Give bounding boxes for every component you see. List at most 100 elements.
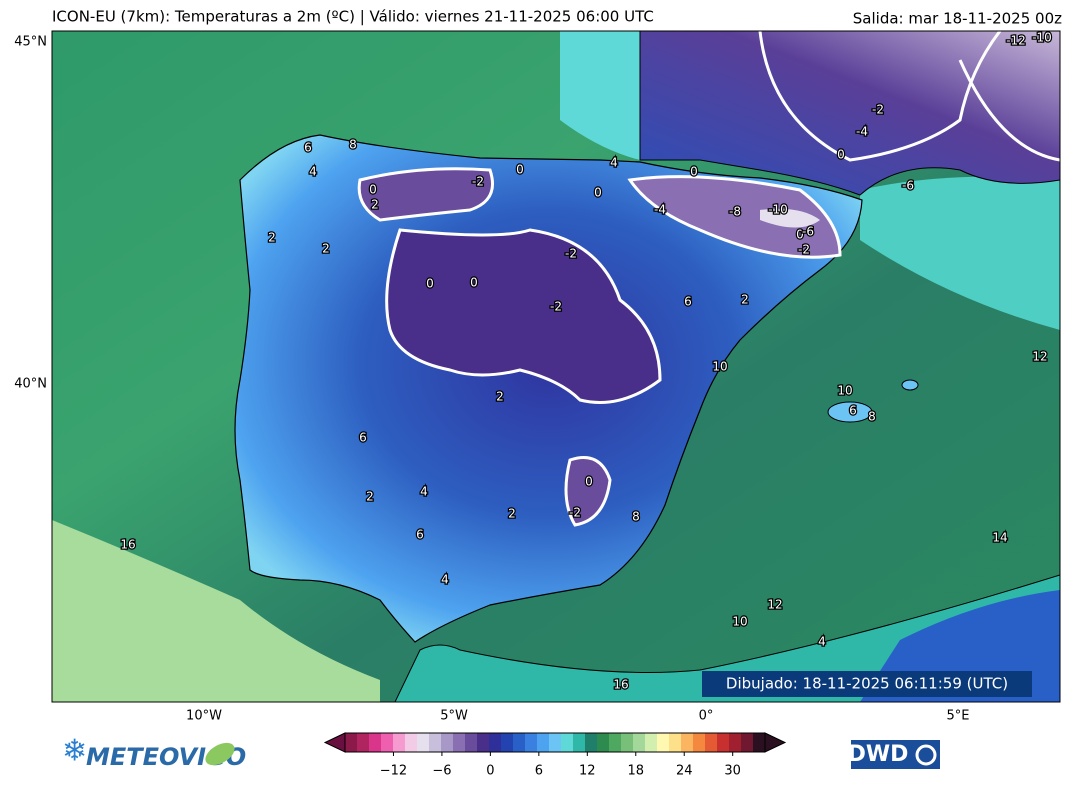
colorbar-segment xyxy=(345,733,358,752)
contour-label: 2 xyxy=(496,390,504,404)
colorbar-segment xyxy=(621,733,634,752)
contour-label: -2 xyxy=(565,247,577,261)
contour-label: -4 xyxy=(856,125,868,139)
pyrenees-cold xyxy=(630,176,840,258)
map-frame xyxy=(51,30,1061,703)
contour-label: -2 xyxy=(550,300,562,314)
contour-label: -6 xyxy=(902,179,914,193)
pyrenees-peak xyxy=(760,208,820,228)
colorbar-segment xyxy=(645,733,658,752)
contour-label: -12 xyxy=(1006,34,1026,48)
contour-label: 8 xyxy=(632,510,640,524)
colorbar-tick-label: 6 xyxy=(535,764,543,779)
colorbar-segment xyxy=(357,733,370,752)
lon-label: 5°E xyxy=(947,709,970,724)
mallorca xyxy=(827,401,873,423)
colorbar-segment xyxy=(741,733,754,752)
colorbar-segment xyxy=(693,733,706,752)
colorbar-segment xyxy=(501,733,514,752)
lat-label: 45°N xyxy=(14,35,47,50)
contour-label: 8 xyxy=(868,410,876,424)
dwd-swirl xyxy=(915,744,937,766)
contour-label: -8 xyxy=(729,205,741,219)
contour-label: -2 xyxy=(472,175,484,189)
contour-label: 0 xyxy=(690,165,698,179)
colorbar-segment xyxy=(597,733,610,752)
contour-label: 6 xyxy=(304,141,312,155)
contour-label: 14 xyxy=(992,531,1007,545)
colorbar-tick-label: 30 xyxy=(724,764,741,779)
colorbar-segment xyxy=(753,733,766,752)
contour-label: 2 xyxy=(508,507,516,521)
contour-label: -2 xyxy=(569,506,581,520)
contour-label: 0 xyxy=(796,228,804,242)
colorbar-tick-label: 18 xyxy=(627,764,644,779)
colorbar-segment xyxy=(573,733,586,752)
contour-label: -10 xyxy=(768,203,788,217)
colorbar-tick-label: 12 xyxy=(579,764,596,779)
contour-label: 6 xyxy=(359,431,367,445)
france xyxy=(639,31,1060,196)
colorbar-segment xyxy=(705,733,718,752)
contour-label: 6 xyxy=(684,295,692,309)
contour-label: 6 xyxy=(849,404,857,418)
lat-label: 40°N xyxy=(14,377,47,392)
contour-label: 10 xyxy=(712,360,727,374)
colorbar-segment xyxy=(489,733,502,752)
drawn-time: Dibujado: 18-11-2025 06:11:59 (UTC) xyxy=(726,675,1008,693)
contour-label: 2 xyxy=(741,293,749,307)
contour-label: 4 xyxy=(309,165,317,179)
contour-label: 0 xyxy=(369,183,377,197)
colorbar-segment xyxy=(657,733,670,752)
colorbar-segment xyxy=(669,733,682,752)
colorbar-segment xyxy=(417,733,430,752)
colorbar-segment xyxy=(465,733,478,752)
colorbar-segment xyxy=(585,733,598,752)
colorbar-tick-label: 24 xyxy=(676,764,693,779)
logo-right: DWD xyxy=(848,742,909,767)
biscay-band xyxy=(560,31,640,160)
contour-label: 4 xyxy=(818,635,826,649)
lion-band xyxy=(860,176,1060,330)
contour-label: 2 xyxy=(371,198,379,212)
contour-label: 2 xyxy=(366,490,374,504)
colorbar-segment xyxy=(441,733,454,752)
contour-label: 12 xyxy=(767,598,782,612)
contour-label: -6 xyxy=(802,225,814,239)
colorbar-segment xyxy=(633,733,646,752)
warm-sea xyxy=(52,520,380,702)
zero-contour xyxy=(357,31,1060,527)
contour-label: 0 xyxy=(426,277,434,291)
contour-label: 8 xyxy=(349,138,357,152)
contour-label: 4 xyxy=(610,156,618,170)
colorbar-high-arrow xyxy=(764,732,787,753)
contour-label: 0 xyxy=(585,475,593,489)
contour-label: 0 xyxy=(837,148,845,162)
contour-label: 6 xyxy=(416,528,424,542)
contour-label: 16 xyxy=(120,538,135,552)
contour-label: 12 xyxy=(1032,350,1047,364)
colorbar-tick-label: −12 xyxy=(380,764,407,779)
colorbar-segment xyxy=(717,733,730,752)
colorbar-segment xyxy=(549,733,562,752)
colorbar-low-arrow xyxy=(323,732,346,753)
contour-label: 10 xyxy=(837,384,852,398)
lon-label: 0° xyxy=(699,709,714,724)
contour-label: -10 xyxy=(1032,31,1052,45)
colorbar-segment xyxy=(453,733,466,752)
colorbar-tick-label: −6 xyxy=(432,764,451,779)
colorbar-segment xyxy=(537,733,550,752)
contour-label: 2 xyxy=(322,242,330,256)
colorbar-segment xyxy=(381,733,394,752)
colorbar-segment xyxy=(429,733,442,752)
meseta-cold xyxy=(386,230,660,403)
menorca xyxy=(901,379,919,391)
colorbar: −12 −6 0 6 12 18 24 30 xyxy=(323,732,787,779)
colorbar-segment xyxy=(393,733,406,752)
contour-label: 0 xyxy=(470,276,478,290)
contour-label: -2 xyxy=(798,243,810,257)
contour-label: 0 xyxy=(516,163,524,177)
title: ICON-EU (7km): Temperaturas a 2m (ºC) | … xyxy=(52,8,654,26)
